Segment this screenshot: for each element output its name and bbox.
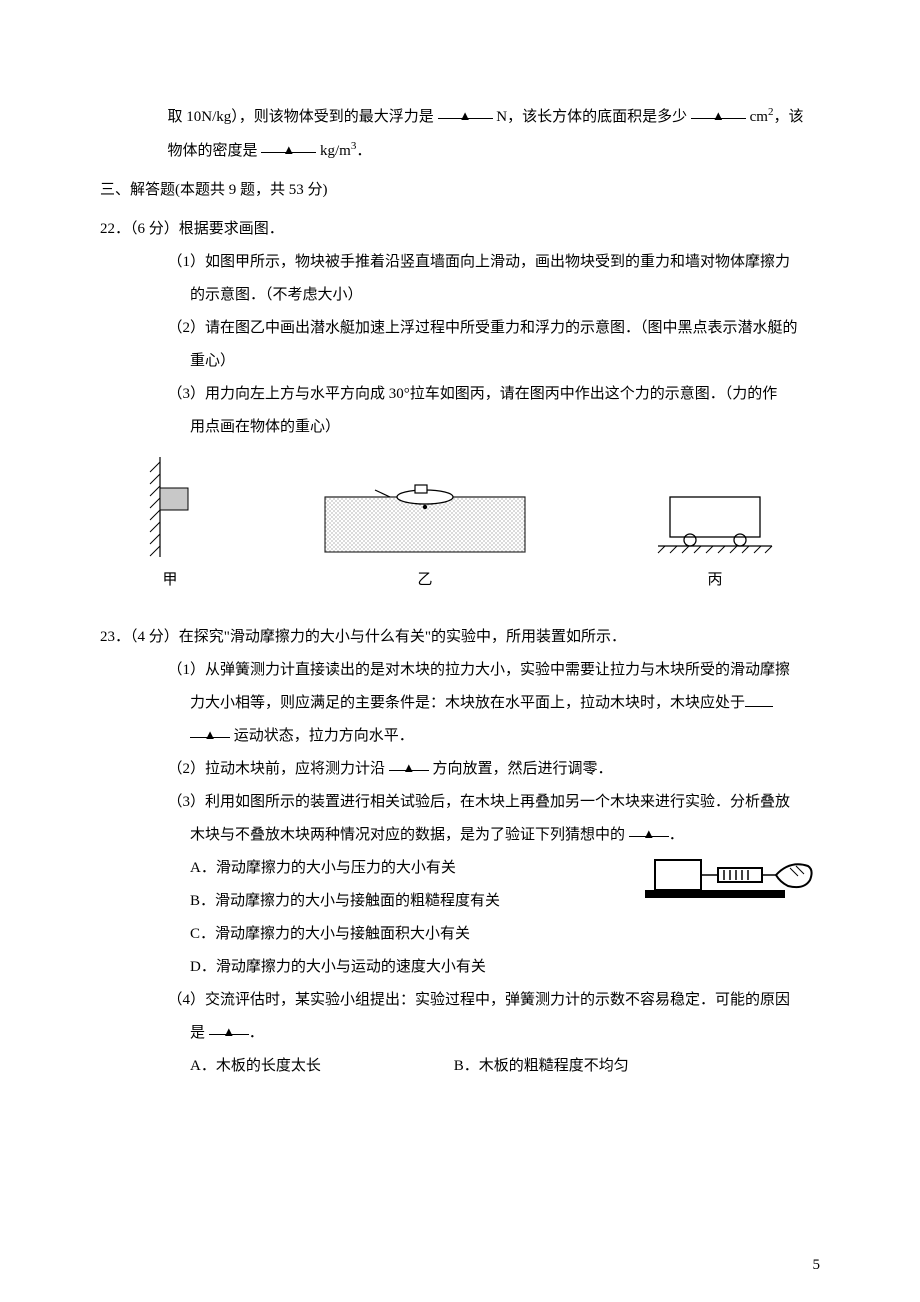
q22-3-line-a: （3）用力向左上方与水平方向成 30°拉车如图丙，请在图丙中作出这个力的示意图．… — [100, 378, 820, 411]
q23-4b-after: ． — [249, 1025, 264, 1041]
q22-3-line-b: 用点画在物体的重心） — [100, 411, 820, 444]
q23-3-line-a: （3）利用如图所示的装置进行相关试验后，在木块上再叠加另一个木块来进行实验．分析… — [100, 786, 820, 819]
fig-c: 丙 — [640, 482, 790, 597]
prev-unit2-pre: cm — [750, 109, 768, 125]
prev-unit-1: N，该长方体的底面积是多少 — [496, 109, 687, 125]
q22-1-line-b: 的示意图．（不考虑大小） — [100, 279, 820, 312]
q23-3b-before: 木块与不叠放木块两种情况对应的数据，是为了验证下列猜想中的 — [190, 827, 625, 843]
q23-3-opt-D: D．滑动摩擦力的大小与运动的速度大小有关 — [100, 951, 820, 984]
q22-2-line-b: 重心） — [100, 345, 820, 378]
prev-question-line-1: 取 10N/kg），则该物体受到的最大浮力是 ▲ N，该长方体的底面积是多少 ▲… — [100, 100, 820, 134]
prev-after-1: ，该 — [773, 109, 803, 125]
prev-end: ． — [356, 143, 371, 159]
blank-q23-3: ▲ — [629, 819, 669, 837]
q23-2-after: 方向放置，然后进行调零． — [433, 761, 613, 777]
q23-header: 23．（4 分）在探究"滑动摩擦力的大小与什么有关"的实验中，所用装置如所示． — [100, 621, 820, 654]
q23-1-line-c: ▲ 运动状态，拉力方向水平． — [100, 720, 820, 753]
q23-1-line-a: （1）从弹簧测力计直接读出的是对木块的拉力大小，实验中需要让拉力与木块所受的滑动… — [100, 654, 820, 687]
fig-b-svg — [315, 472, 535, 562]
q23-2-before: （2）拉动木块前，应将测力计沿 — [168, 761, 386, 777]
q23-4-opt-A: A．木板的长度太长 — [190, 1050, 450, 1083]
fig-a-label: 甲 — [162, 564, 177, 597]
q22-header: 22．（6 分）根据要求画图． — [100, 213, 820, 246]
blank-q23-4: ▲ — [209, 1017, 249, 1035]
fig-c-label: 丙 — [707, 564, 722, 597]
fig-c-svg — [640, 482, 790, 562]
friction-figure — [640, 846, 820, 921]
q23-2: （2）拉动木块前，应将测力计沿 ▲ 方向放置，然后进行调零． — [100, 753, 820, 786]
q22-1-line-a: （1）如图甲所示，物块被手推着沿竖直墙面向上滑动，画出物块受到的重力和墙对物体摩… — [100, 246, 820, 279]
q23-1b-text: 力大小相等，则应满足的主要条件是：木块放在水平面上，拉动木块时，木块应处于 — [190, 695, 745, 711]
blank-q23-1: ▲ — [190, 720, 230, 738]
section-3-heading: 三、解答题(本题共 9 题，共 53 分) — [100, 174, 820, 207]
q23-1-line-b: 力大小相等，则应满足的主要条件是：木块放在水平面上，拉动木块时，木块应处于 — [100, 687, 820, 720]
page-number: 5 — [813, 1249, 821, 1282]
q23-3b-after: ． — [669, 827, 684, 843]
blank-buoyancy: ▲ — [438, 101, 493, 119]
q23-4-opt-B: B．木板的粗糙程度不均匀 — [454, 1058, 629, 1074]
prev-text-2: 物体的密度是 — [168, 143, 258, 159]
q23-4-line-a: （4）交流评估时，某实验小组提出：实验过程中，弹簧测力计的示数不容易稳定．可能的… — [100, 984, 820, 1017]
q23-1c-after: 运动状态，拉力方向水平． — [234, 728, 414, 744]
blank-q23-1-start — [745, 689, 773, 707]
prev-question-line-2: 物体的密度是 ▲ kg/m3． — [100, 134, 820, 168]
blank-density: ▲ — [261, 135, 316, 153]
q23-3-opt-C: C．滑动摩擦力的大小与接触面积大小有关 — [100, 918, 820, 951]
fig-a: 甲 — [130, 452, 210, 597]
fig-b: 乙 — [315, 472, 535, 597]
q22-2-line-a: （2）请在图乙中画出潜水艇加速上浮过程中所受重力和浮力的示意图．（图中黑点表示潜… — [100, 312, 820, 345]
q23-4-opts: A．木板的长度太长 B．木板的粗糙程度不均匀 — [100, 1050, 820, 1083]
q23-4b-before: 是 — [190, 1025, 205, 1041]
fig-a-svg — [130, 452, 210, 562]
q23-4-line-b: 是 ▲． — [100, 1017, 820, 1050]
blank-q23-2: ▲ — [389, 753, 429, 771]
prev-text-1: 取 10N/kg），则该物体受到的最大浮力是 — [168, 109, 434, 125]
blank-area: ▲ — [691, 101, 746, 119]
prev-unit3-pre: kg/m — [320, 143, 351, 159]
fig-b-label: 乙 — [417, 564, 432, 597]
q22-figure-row: 甲 乙 — [100, 444, 820, 597]
